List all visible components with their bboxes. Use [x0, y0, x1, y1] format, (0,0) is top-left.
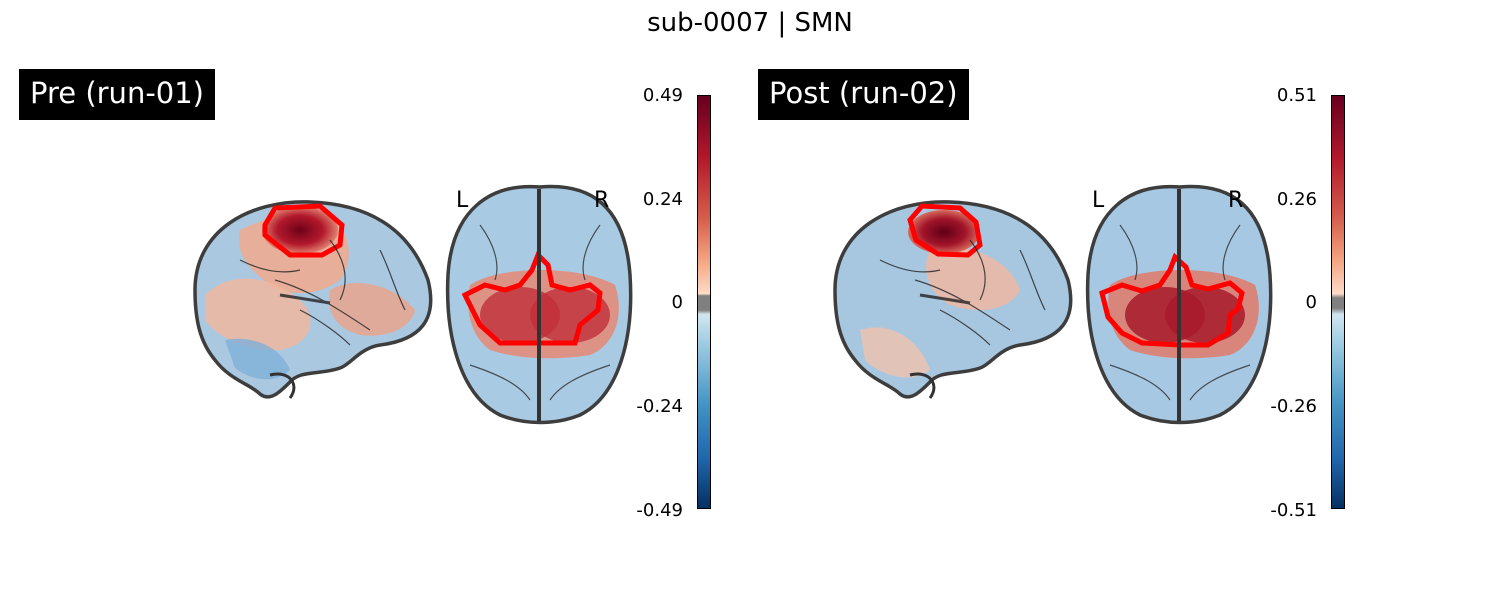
pre-sagittal-view — [193, 200, 433, 399]
post-tick-min: -0.51 — [1270, 500, 1317, 521]
pre-panel-label: Pre (run-01) — [19, 69, 215, 120]
pre-axial-view — [445, 184, 633, 425]
post-axial-view — [1085, 184, 1273, 425]
pre-tick-max: 0.49 — [642, 85, 683, 106]
post-right-hemisphere-label: R — [1228, 188, 1244, 213]
post-left-hemisphere-label: L — [1092, 188, 1105, 213]
pre-right-hemisphere-label: R — [594, 188, 610, 213]
post-panel-label: Post (run-02) — [758, 69, 969, 120]
post-tick-max: 0.51 — [1276, 85, 1317, 106]
pre-colorbar — [697, 95, 711, 509]
pre-brain-views — [193, 184, 633, 425]
pre-tick-zero: 0 — [671, 292, 683, 313]
pre-panel: Pre (run-01) — [0, 0, 711, 600]
post-tick-low: -0.26 — [1270, 396, 1317, 417]
pre-tick-min: -0.49 — [636, 500, 683, 521]
post-tick-high: 0.26 — [1276, 189, 1317, 210]
post-sagittal-view — [833, 200, 1073, 399]
pre-tick-low: -0.24 — [636, 396, 683, 417]
pre-tick-high: 0.24 — [642, 189, 683, 210]
post-brain-views — [833, 184, 1273, 425]
post-colorbar — [1331, 95, 1345, 509]
figure-title: sub-0007 | SMN — [647, 8, 853, 38]
post-panel: Post (run-02) — [640, 0, 1345, 600]
post-tick-zero: 0 — [1305, 292, 1317, 313]
pre-left-hemisphere-label: L — [456, 188, 469, 213]
